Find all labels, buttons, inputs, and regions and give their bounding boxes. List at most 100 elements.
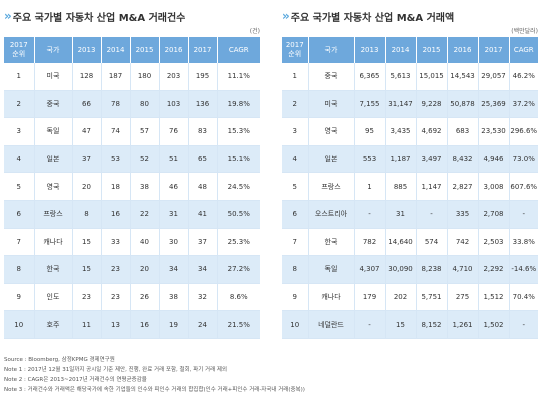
left-title-row: » 주요 국가별 자동차 산업 M&A 거래건수 <box>4 8 260 24</box>
cell-y2013: - <box>354 200 386 229</box>
cell-rank: 2 <box>4 90 35 118</box>
table-row: 8 독일 4,307 30,090 8,238 4,710 2,292 -14.6% <box>282 255 538 284</box>
cell-rank: 8 <box>282 255 309 284</box>
header-row: 2017 순위 국가 2013 2014 2015 2016 2017 CAGR <box>4 37 260 63</box>
cell-rank: 7 <box>282 228 309 256</box>
table-row: 7 한국 782 14,640 574 742 2,503 33.8% <box>282 228 538 256</box>
table-row: 6 프랑스 8 16 22 31 41 50.5% <box>4 200 260 229</box>
table-row: 4 일본 553 1,187 3,497 8,432 4,946 73.0% <box>282 145 538 173</box>
table-row: 1 중국 6,365 5,613 15,015 14,543 29,057 46.2% <box>282 63 538 91</box>
cell-y2015: 16 <box>130 310 160 339</box>
cell-y2014: 16 <box>101 200 131 229</box>
double-chevron-right-icon: » <box>282 9 290 23</box>
cell-y2014: 78 <box>101 90 131 118</box>
cell-y2014: 3,435 <box>385 117 417 146</box>
cell-y2014: 15 <box>385 310 417 339</box>
cell-rank: 5 <box>4 172 35 201</box>
column-header-cagr: CAGR <box>217 37 260 63</box>
cell-y2013: 23 <box>72 283 102 311</box>
table-row: 8 한국 15 23 20 34 34 27.2% <box>4 255 260 284</box>
cell-rank: 10 <box>4 310 35 339</box>
cell-y2015: - <box>416 200 448 229</box>
cell-y2014: 202 <box>385 283 417 311</box>
cell-y2015: 40 <box>130 228 160 256</box>
cell-rank: 7 <box>4 228 35 256</box>
cell-y2013: 15 <box>72 228 102 256</box>
cell-y2016: 14,543 <box>447 63 479 91</box>
table-row: 3 영국 95 3,435 4,692 683 23,530 296.6% <box>282 117 538 146</box>
right-panel: » 주요 국가별 자동차 산업 M&A 거래액 (백만달러) 2017 순위 국가… <box>282 8 538 339</box>
cell-rank: 1 <box>4 63 35 91</box>
cell-y2013: - <box>354 310 386 339</box>
cell-y2013: 95 <box>354 117 386 146</box>
cell-y2017: 83 <box>188 117 218 146</box>
cell-y2013: 11 <box>72 310 102 339</box>
column-header-y2015: 2015 <box>416 37 448 63</box>
cell-y2013: 6,365 <box>354 63 386 91</box>
cell-cagr: 8.6% <box>217 283 260 311</box>
cell-cagr: 70.4% <box>509 283 538 311</box>
header-row: 2017 순위 국가 2013 2014 2015 2016 2017 CAGR <box>282 37 538 63</box>
cell-y2016: 1,261 <box>447 310 479 339</box>
column-header-y2016: 2016 <box>159 37 189 63</box>
cell-y2016: 51 <box>159 145 189 173</box>
cell-y2016: 742 <box>447 228 479 256</box>
cell-y2013: 7,155 <box>354 90 386 118</box>
cell-country: 중국 <box>34 90 73 118</box>
cell-y2017: 65 <box>188 145 218 173</box>
table-row: 1 미국 128 187 180 203 195 11.1% <box>4 63 260 91</box>
cell-y2015: 3,497 <box>416 145 448 173</box>
cell-y2015: 180 <box>130 63 160 91</box>
cell-y2017: 1,512 <box>478 283 510 311</box>
column-header-cagr: CAGR <box>509 37 538 63</box>
cell-cagr: 25.3% <box>217 228 260 256</box>
cell-y2017: 23,530 <box>478 117 510 146</box>
cell-y2015: 22 <box>130 200 160 229</box>
table-row: 5 프랑스 1 885 1,147 2,827 3,008 607.6% <box>282 172 538 201</box>
cell-y2016: 76 <box>159 117 189 146</box>
cell-y2017: 29,057 <box>478 63 510 91</box>
cell-y2017: 41 <box>188 200 218 229</box>
table-row: 9 인도 23 23 26 38 32 8.6% <box>4 283 260 311</box>
cell-y2017: 48 <box>188 172 218 201</box>
cell-y2016: 34 <box>159 255 189 284</box>
cell-country: 미국 <box>34 63 73 91</box>
cell-rank: 3 <box>4 117 35 146</box>
cell-y2017: 1,502 <box>478 310 510 339</box>
cell-y2014: 53 <box>101 145 131 173</box>
cell-y2017: 4,946 <box>478 145 510 173</box>
column-header-country: 국가 <box>308 37 355 63</box>
cell-rank: 3 <box>282 117 309 146</box>
cell-y2016: 683 <box>447 117 479 146</box>
cell-country: 독일 <box>308 255 355 284</box>
cell-country: 한국 <box>308 228 355 256</box>
cell-rank: 9 <box>4 283 35 311</box>
cell-y2014: 18 <box>101 172 131 201</box>
column-header-y2015: 2015 <box>130 37 160 63</box>
cell-y2014: 30,090 <box>385 255 417 284</box>
table-row: 4 일본 37 53 52 51 65 15.1% <box>4 145 260 173</box>
right-title-row: » 주요 국가별 자동차 산업 M&A 거래액 <box>282 8 538 24</box>
note-2: Note 2 : CAGR은 2013~2017년 거래건수의 연평균증감율 <box>4 377 147 383</box>
cell-country: 인도 <box>34 283 73 311</box>
cell-country: 미국 <box>308 90 355 118</box>
left-unit-label: (건) <box>249 28 260 35</box>
deal-count-table: 2017 순위 국가 2013 2014 2015 2016 2017 CAGR 1 미국 128… <box>4 37 260 339</box>
right-unit-label: (백만달러) <box>511 28 538 35</box>
cell-y2013: 1 <box>354 172 386 201</box>
cell-country: 영국 <box>34 172 73 201</box>
cell-y2013: 37 <box>72 145 102 173</box>
column-header-y2013: 2013 <box>354 37 386 63</box>
cell-y2013: 15 <box>72 255 102 284</box>
deal-value-table: 2017 순위 국가 2013 2014 2015 2016 2017 CAGR 1 중국 6,3… <box>282 37 538 339</box>
cell-y2016: 38 <box>159 283 189 311</box>
cell-y2014: 33 <box>101 228 131 256</box>
cell-rank: 2 <box>282 90 309 118</box>
cell-y2014: 31,147 <box>385 90 417 118</box>
cell-country: 일본 <box>308 145 355 173</box>
cell-y2015: 1,147 <box>416 172 448 201</box>
cell-y2017: 37 <box>188 228 218 256</box>
cell-cagr: - <box>509 200 538 229</box>
cell-y2014: 14,640 <box>385 228 417 256</box>
cell-y2014: 31 <box>385 200 417 229</box>
